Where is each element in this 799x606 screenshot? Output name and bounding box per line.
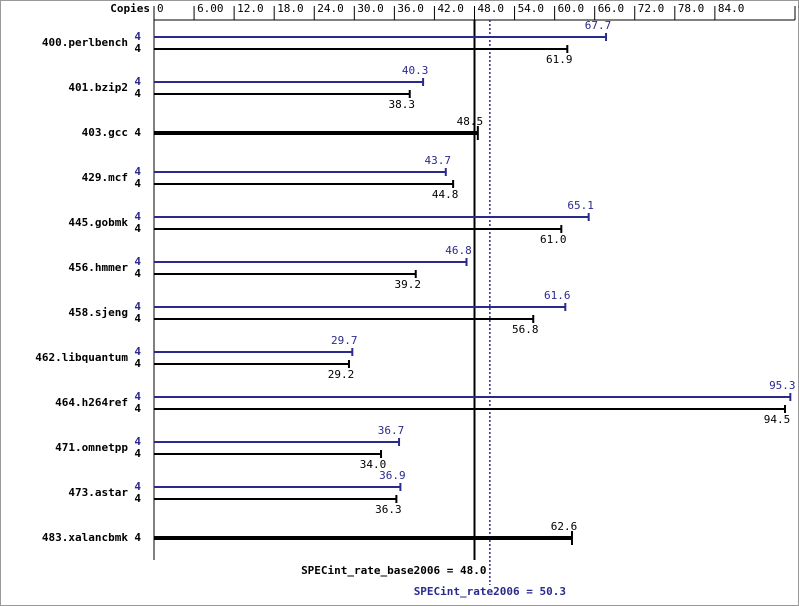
copies-label: 4 bbox=[134, 42, 141, 55]
copies-label: 4 bbox=[134, 357, 141, 370]
value-label: 39.2 bbox=[394, 278, 421, 291]
copies-label: 4 bbox=[134, 75, 141, 88]
x-tick-label: 30.0 bbox=[357, 2, 384, 15]
value-label: 29.2 bbox=[328, 368, 355, 381]
reference-label: SPECint_rate2006 = 50.3 bbox=[414, 585, 566, 598]
value-label: 40.3 bbox=[402, 64, 429, 77]
category-label: 445.gobmk bbox=[68, 216, 128, 229]
x-tick-label: 12.0 bbox=[237, 2, 264, 15]
value-label: 38.3 bbox=[388, 98, 415, 111]
copies-label: 4 bbox=[134, 30, 141, 43]
category-label: 456.hmmer bbox=[68, 261, 128, 274]
x-tick-label: 0 bbox=[157, 2, 164, 15]
x-tick-label: 48.0 bbox=[478, 2, 505, 15]
copies-label: 4 bbox=[134, 312, 141, 325]
value-label: 44.8 bbox=[432, 188, 459, 201]
category-label: 473.astar bbox=[68, 486, 128, 499]
value-label: 61.9 bbox=[546, 53, 573, 66]
x-tick-label: 78.0 bbox=[678, 2, 705, 15]
category-label: 464.h264ref bbox=[55, 396, 128, 409]
value-label: 67.7 bbox=[585, 19, 612, 32]
value-label: 46.8 bbox=[445, 244, 472, 257]
copies-label: 4 bbox=[134, 531, 141, 544]
copies-label: 4 bbox=[134, 435, 141, 448]
copies-label: 4 bbox=[134, 345, 141, 358]
category-label: 401.bzip2 bbox=[68, 81, 128, 94]
value-label: 61.6 bbox=[544, 289, 571, 302]
category-label: 429.mcf bbox=[82, 171, 128, 184]
copies-label: 4 bbox=[134, 447, 141, 460]
value-label: 56.8 bbox=[512, 323, 539, 336]
copies-label: 4 bbox=[134, 177, 141, 190]
copies-label: 4 bbox=[134, 222, 141, 235]
value-label: 61.0 bbox=[540, 233, 567, 246]
x-tick-label: 72.0 bbox=[638, 2, 665, 15]
copies-label: 4 bbox=[134, 87, 141, 100]
x-tick-label: 24.0 bbox=[317, 2, 344, 15]
category-label: 458.sjeng bbox=[68, 306, 128, 319]
value-label: 48.5 bbox=[457, 115, 484, 128]
value-label: 36.9 bbox=[379, 469, 406, 482]
value-label: 65.1 bbox=[567, 199, 594, 212]
x-tick-label: 60.0 bbox=[558, 2, 585, 15]
value-label: 34.0 bbox=[360, 458, 387, 471]
copies-label: 4 bbox=[134, 210, 141, 223]
category-label: 471.omnetpp bbox=[55, 441, 128, 454]
category-label: 462.libquantum bbox=[35, 351, 128, 364]
copies-label: 4 bbox=[134, 165, 141, 178]
x-tick-label: 18.0 bbox=[277, 2, 304, 15]
copies-label: 4 bbox=[134, 267, 141, 280]
category-label: 400.perlbench bbox=[42, 36, 128, 49]
x-tick-label: 66.0 bbox=[598, 2, 625, 15]
copies-label: 4 bbox=[134, 255, 141, 268]
x-tick-label: 6.00 bbox=[197, 2, 224, 15]
copies-label: 4 bbox=[134, 126, 141, 139]
value-label: 29.7 bbox=[331, 334, 358, 347]
copies-label: 4 bbox=[134, 402, 141, 415]
value-label: 43.7 bbox=[425, 154, 452, 167]
value-label: 95.3 bbox=[769, 379, 796, 392]
x-tick-label: 36.0 bbox=[397, 2, 424, 15]
copies-header: Copies bbox=[110, 2, 150, 15]
copies-label: 4 bbox=[134, 390, 141, 403]
x-tick-label: 54.0 bbox=[518, 2, 545, 15]
x-tick-label: 84.0 bbox=[718, 2, 745, 15]
x-tick-label: 42.0 bbox=[437, 2, 464, 15]
copies-label: 4 bbox=[134, 492, 141, 505]
value-label: 94.5 bbox=[764, 413, 791, 426]
value-label: 62.6 bbox=[551, 520, 578, 533]
category-label: 483.xalancbmk bbox=[42, 531, 128, 544]
value-label: 36.7 bbox=[378, 424, 405, 437]
copies-label: 4 bbox=[134, 300, 141, 313]
copies-label: 4 bbox=[134, 480, 141, 493]
reference-label: SPECint_rate_base2006 = 48.0 bbox=[301, 564, 486, 577]
category-label: 403.gcc bbox=[82, 126, 128, 139]
value-label: 36.3 bbox=[375, 503, 402, 516]
